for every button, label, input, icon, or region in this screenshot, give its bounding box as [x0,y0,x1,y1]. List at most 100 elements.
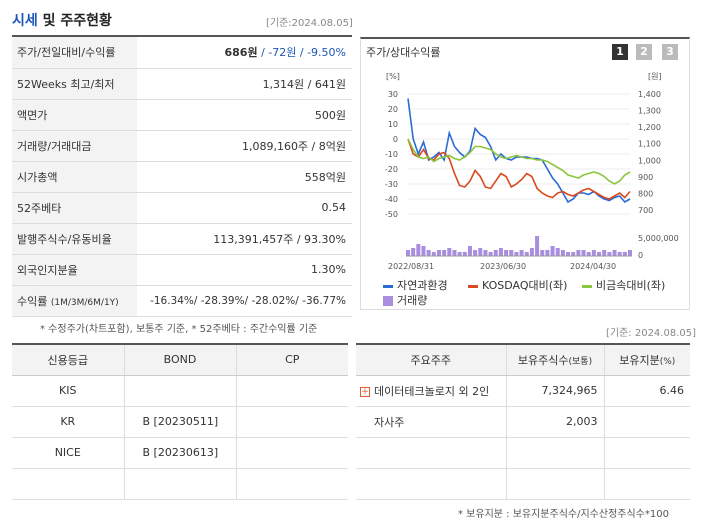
volume-bar [406,250,410,256]
period-button-2[interactable]: 2 [636,44,652,60]
legend-swatch [468,284,478,288]
chart-gridlines [408,93,630,215]
bond-cell [124,468,237,500]
legend-swatch [383,284,393,288]
col-header: BOND [124,345,237,376]
row-value: 0.54 [137,192,352,224]
row-value: 1,089,160주 / 8억원 [137,130,352,162]
shareholder-base-date: [기준: 2024.08.05] [606,328,697,339]
row-value: 1,314원 / 641원 [137,68,352,100]
left-tick-label: -30 [385,180,398,189]
title-highlight: 시세 [12,13,38,29]
legend-label: 비금속대비(좌) [596,279,666,292]
price-info-table: 주가/전일대비/수익률 686원 / -72원 / -9.50% 52Weeks… [12,37,352,317]
legend-swatch [383,296,393,306]
col-header: 주요주주 [356,345,507,376]
col-header: 신용등급 [12,345,125,376]
table-row: NICE B [20230613] [12,437,348,469]
volume-bar [452,250,457,256]
volume-bar [411,248,416,256]
table-row: 52Weeks 최고/최저 1,314원 / 641원 [12,68,352,100]
shares-cell: 7,324,965 [506,375,605,407]
series-line-sector [407,138,631,185]
volume-bar [483,250,488,256]
agency-cell: KR [12,406,125,438]
right-tick-label: 900 [638,173,653,182]
chart-title: 주가/상대수익률 [366,46,441,59]
x-tick: 2024/04/30 [570,262,616,271]
right-tick-label: 1,400 [638,90,661,99]
row-label: 외국인지분율 [12,254,137,286]
volume-bars [406,236,632,256]
volume-bar [566,252,571,256]
volume-bar [540,250,545,256]
volume-bar [478,248,483,256]
col-header: CP [236,345,348,376]
volume-bar [612,250,617,256]
row-value: -16.34%/ -28.39%/ -28.02%/ -36.77% [137,285,352,317]
volume-bar [426,250,431,256]
row-value: 500원 [137,99,352,131]
volume-bar [509,250,514,256]
row-label: 시가총액 [12,161,137,193]
volume-bar [504,250,509,256]
table-row [12,468,348,500]
volume-bar [628,250,632,256]
right-tick-label: 1,100 [638,140,661,149]
right-tick-label: 800 [638,189,653,198]
volume-bar [591,250,596,256]
shareholder-footnote: * 보유지분 : 보유지분주식수/지수산정주식수*100 [458,509,669,520]
price-change: / -72원 / -9.50% [257,46,346,60]
row-label: 52Weeks 최고/최저 [12,68,137,100]
table-row: 수익률 (1M/3M/6M/1Y) -16.34%/ -28.39%/ -28.… [12,285,352,317]
volume-bar [622,252,627,256]
volume-bar [447,248,452,256]
left-tick-label: 20 [388,105,398,114]
table-row [356,468,690,500]
volume-bar [524,252,529,256]
plus-icon[interactable]: + [360,386,370,397]
row-label: 수익률 (1M/3M/6M/1Y) [12,285,137,317]
base-date: [기준:2024.08.05] [266,18,353,29]
period-button-3[interactable]: 3 [662,44,678,60]
legend-item-kosdaq: KOSDAQ대비(좌) [468,277,567,293]
left-unit: [%] [386,72,400,81]
table-row: KR B [20230511] [12,406,348,438]
table-row: KIS [12,375,348,407]
col-header-sub: (%) [659,356,676,367]
pct-cell: 6.46 [604,375,690,407]
right-tick-label: 700 [638,206,653,215]
holder-cell[interactable]: + 데이터테크놀로지 외 2인 [356,375,507,407]
volume-bar [467,246,472,256]
shareholder-table: 주요주주 보유주식수(보통) 보유지분(%) + 데이터테크놀로지 외 2인 7,… [356,345,690,500]
divider [12,35,352,37]
x-tick: 2023/06/30 [480,262,526,271]
right-unit: [원] [648,72,662,81]
period-button-1[interactable]: 1 [612,44,628,60]
bond-cell [124,375,237,407]
volume-bar [571,252,576,256]
series-line-stock [407,98,631,204]
legend-label: 자연과환경 [397,279,448,292]
table-row: 자사주 2,003 [356,406,690,438]
table-row: 시가총액 558억원 [12,161,352,193]
chart-panel [360,37,690,310]
table-row: 주가/전일대비/수익률 686원 / -72원 / -9.50% [12,37,352,69]
left-axis: 30 20 10 0 -10 -20 -30 -40 -50 [385,90,398,219]
table-row: 발행주식수/유동비율 113,391,457주 / 93.30% [12,223,352,255]
volume-bar [535,236,540,256]
volume-bar [519,250,524,256]
col-header: 보유주식수(보통) [506,345,605,376]
col-header-main: 보유주식수 [517,353,569,367]
volume-bar [550,246,555,256]
divider [12,343,348,345]
volume-bar [514,252,519,256]
row-label: 주가/전일대비/수익률 [12,37,137,69]
holder-name: 데이터테크놀로지 외 2인 [374,384,490,398]
volume-bar [586,252,591,256]
legend-item-stock: 자연과환경 [383,277,448,293]
row-label: 거래량/거래대금 [12,130,137,162]
volume-bar [473,250,478,256]
row-value: 1.30% [137,254,352,286]
divider [356,343,690,345]
